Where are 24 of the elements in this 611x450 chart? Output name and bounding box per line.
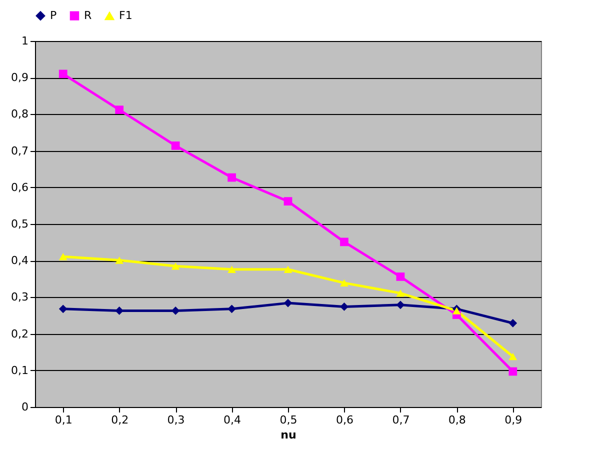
y-tick-label: 0 [22,400,28,414]
y-tick-label: 1 [22,34,28,48]
x-tick-label: 0,9 [504,414,522,426]
y-tick-label: 0,2 [11,327,28,340]
y-tick-label: 0,8 [11,108,28,121]
x-tick-label: 0,2 [111,414,129,426]
x-axis-title: nu [280,428,296,442]
legend-label: R [84,8,92,22]
legend-label: P [50,8,57,22]
y-tick-label: 0,6 [11,180,28,194]
y-tick-label: 0,3 [11,290,28,304]
legend-label: F1 [119,9,132,22]
x-tick-label: 0,4 [224,414,242,426]
x-tick-label: 0,1 [54,414,72,426]
y-tick-label: 0,7 [11,144,28,158]
x-tick-label: 0,8 [448,414,466,426]
y-tick-label: 0,5 [11,218,28,230]
x-tick-label: 0,6 [336,414,354,426]
x-tick-label: 0,3 [167,414,185,426]
y-tick-label: 0,9 [11,71,28,84]
y-tick-label: 0,1 [11,364,28,377]
x-tick-label: 0,7 [392,414,410,426]
y-tick-label: 0,4 [11,254,28,268]
x-tick-label: 0,5 [280,414,298,426]
